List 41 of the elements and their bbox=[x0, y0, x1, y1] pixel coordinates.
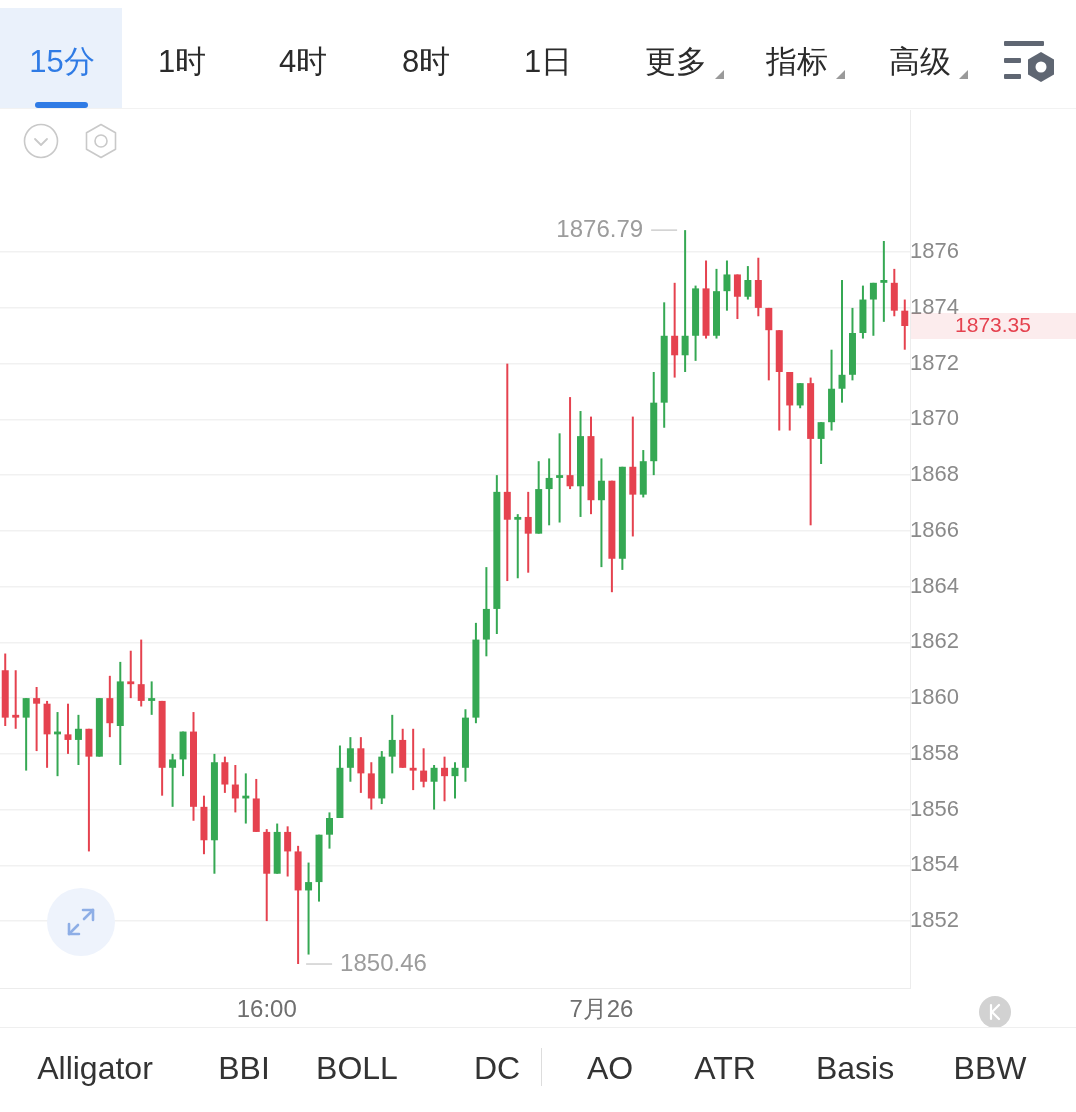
y-tick-label: 1858 bbox=[909, 739, 959, 765]
text: DC bbox=[472, 1050, 522, 1086]
text: 更多 bbox=[644, 44, 708, 79]
y-tick-label: 1854 bbox=[909, 851, 959, 877]
y-tick-label: 1852 bbox=[909, 907, 959, 933]
text: BOLL bbox=[315, 1050, 399, 1086]
y-tick-label: 1856 bbox=[909, 795, 959, 821]
annotation: 1876.79 bbox=[556, 214, 644, 242]
y-tick-label: 1872 bbox=[909, 349, 959, 375]
y-tick-label: 1860 bbox=[909, 684, 959, 710]
candlestick bbox=[33, 686, 41, 752]
text: BBI bbox=[218, 1050, 270, 1086]
text: 4时 bbox=[277, 44, 329, 79]
candlestick bbox=[514, 514, 522, 579]
candlestick bbox=[409, 728, 417, 791]
text: Basis bbox=[814, 1050, 896, 1086]
candlestick bbox=[12, 670, 20, 729]
x-tick-label: 16:00 bbox=[236, 995, 297, 1023]
text: 高级 bbox=[888, 44, 952, 79]
candlestick bbox=[148, 681, 156, 715]
candlestick bbox=[127, 650, 135, 699]
y-tick-label: 1876 bbox=[909, 238, 959, 264]
text: 1时 bbox=[156, 44, 208, 79]
candlestick bbox=[880, 241, 888, 322]
candlestick bbox=[305, 862, 313, 955]
text: 指标 bbox=[765, 44, 829, 79]
y-tick-label: 1862 bbox=[909, 628, 959, 654]
text: 8时 bbox=[400, 44, 452, 79]
text: ATR bbox=[693, 1050, 757, 1086]
text: BBW bbox=[952, 1050, 1028, 1086]
text: AO bbox=[585, 1050, 635, 1086]
candlestick bbox=[556, 433, 564, 523]
y-tick-label: 1864 bbox=[909, 572, 959, 598]
y-tick-label: 1870 bbox=[909, 405, 959, 431]
x-tick-label: 7月26 bbox=[569, 995, 634, 1023]
text: Alligator bbox=[36, 1050, 154, 1086]
text: 15分 bbox=[28, 44, 96, 79]
y-tick-label: 1866 bbox=[909, 516, 959, 542]
text: 1日 bbox=[522, 44, 574, 79]
annotation: 1850.46 bbox=[340, 948, 427, 976]
y-tick-label: 1868 bbox=[909, 461, 959, 487]
